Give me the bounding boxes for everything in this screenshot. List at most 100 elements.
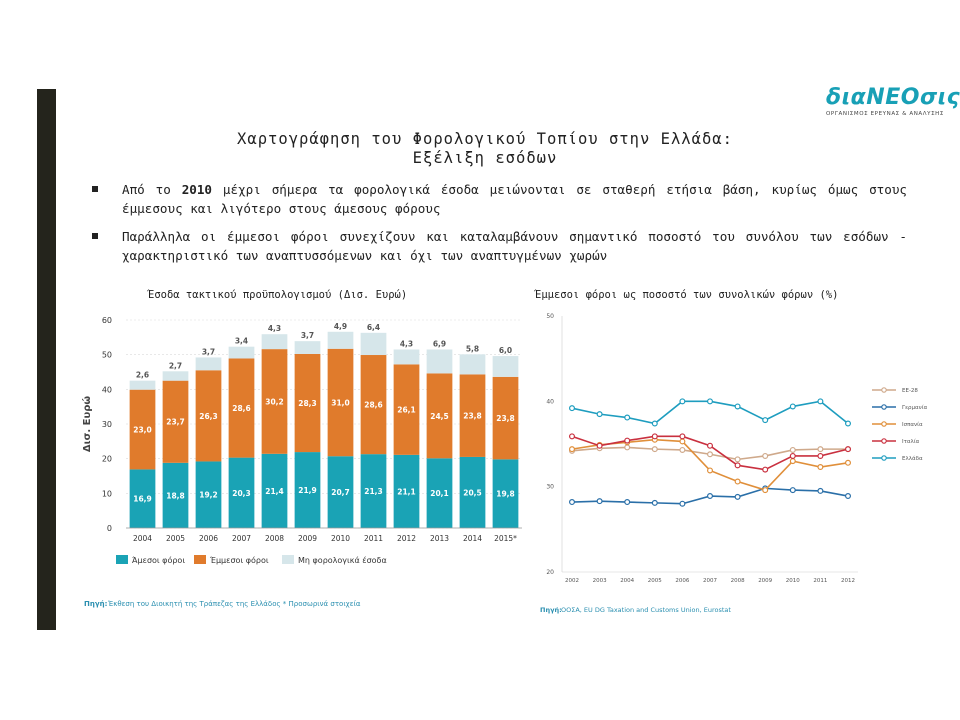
bar-total-label: 4,3 [268, 324, 281, 333]
data-point [817, 446, 824, 453]
bullet-item-1: Από το 2010 μέχρι σήμερα τα φορολογικά έ… [92, 180, 907, 218]
data-point [817, 398, 824, 405]
data-point [707, 451, 714, 458]
slide-title-line-1: Χαρτογράφηση του Φορολογικού Τοπίου στην… [237, 130, 733, 148]
y-tick-label: 20 [546, 569, 554, 576]
bar-segment [162, 380, 189, 463]
bar-value-label: 23,8 [463, 412, 482, 421]
bar-segment [327, 331, 354, 349]
y-tick-label: 20 [102, 455, 112, 464]
series-line [571, 400, 849, 425]
data-point [624, 499, 631, 506]
data-point [707, 493, 714, 500]
data-point [734, 456, 741, 463]
bar-segment [129, 469, 156, 528]
x-tick-label: 2014 [463, 534, 482, 543]
bar-value-label: 28,6 [232, 404, 251, 413]
bar-value-label: 16,9 [133, 495, 152, 504]
bar-segment [393, 364, 420, 455]
x-tick-label: 2006 [675, 578, 689, 584]
bullet-marker [92, 233, 98, 239]
bar-value-label: 21,4 [265, 487, 284, 496]
x-tick-label: 2012 [841, 578, 855, 584]
x-tick-label: 2011 [813, 578, 827, 584]
bar-value-label: 20,1 [430, 489, 449, 498]
bar-segment [129, 380, 156, 390]
data-point [817, 452, 824, 459]
y-tick-label: 0 [107, 524, 112, 533]
data-point [679, 438, 686, 445]
legend-swatch [282, 555, 294, 564]
bar-segment [492, 459, 519, 528]
bar-segment [426, 349, 453, 374]
slide-title-line-2: Εξέλιξη εσόδων [412, 149, 558, 167]
data-point [817, 487, 824, 494]
legend-marker [881, 387, 887, 393]
y-axis-label: Δισ. Ευρώ [81, 396, 93, 452]
dianeosis-logo: διαNEOσις ΟΡΓΑΝΙΣΜΟΣ ΕΡΕΥΝΑΣ & ΑΝΑΛΥΣΗΣ [826, 86, 960, 126]
legend-swatch [194, 555, 206, 564]
line-chart-title: Έμμεσοι φόροι ως ποσοστό των συνολικών φ… [535, 289, 839, 301]
data-point [734, 403, 741, 410]
bar-value-label: 21,9 [298, 486, 317, 495]
bar-value-label: 28,6 [364, 401, 383, 410]
data-point [596, 442, 603, 449]
bar-total-label: 6,4 [367, 323, 380, 332]
legend-label: Ισπανία [902, 421, 923, 428]
data-point [596, 411, 603, 418]
data-point [679, 398, 686, 405]
bar-segment [459, 456, 486, 528]
data-point [651, 433, 658, 440]
bar-segment [360, 355, 387, 455]
bar-total-label: 6,0 [499, 346, 512, 355]
x-tick-label: 2008 [265, 534, 284, 543]
bar-segment [162, 462, 189, 528]
x-tick-label: 2008 [731, 578, 745, 584]
data-point [568, 405, 575, 412]
x-tick-label: 2006 [199, 534, 218, 543]
bar-total-label: 3,4 [235, 337, 248, 346]
bar-segment [426, 458, 453, 528]
bar-segment [459, 374, 486, 457]
data-point [624, 444, 631, 451]
bar-value-label: 26,1 [397, 406, 416, 415]
x-tick-label: 2009 [298, 534, 317, 543]
source-text: Έκθεση του Διοικητή της Τράπεζας της Ελλ… [107, 600, 361, 608]
bar-segment [327, 348, 354, 457]
legend-marker [881, 438, 887, 444]
y-tick-label: 40 [102, 385, 112, 394]
bar-value-label: 26,3 [199, 412, 218, 421]
bar-segment [195, 370, 222, 462]
data-point [762, 466, 769, 473]
bar-total-label: 2,6 [136, 371, 149, 380]
data-point [817, 464, 824, 471]
x-tick-label: 2003 [593, 578, 607, 584]
bar-value-label: 23,0 [133, 426, 152, 435]
slide-title: Χαρτογράφηση του Φορολογικού Τοπίου στην… [120, 130, 850, 168]
data-point [568, 446, 575, 453]
bar-value-label: 18,8 [166, 491, 185, 500]
bar-segment [360, 454, 387, 528]
source-label: Πηγή: [540, 606, 562, 614]
data-point [624, 414, 631, 421]
x-tick-label: 2005 [648, 578, 662, 584]
x-tick-label: 2011 [364, 534, 383, 543]
data-point [734, 478, 741, 485]
x-tick-label: 2007 [703, 578, 717, 584]
legend-marker [881, 455, 887, 461]
legend-label: Μη φορολογικά έσοδα [298, 555, 387, 565]
legend-label: Ιταλία [902, 438, 920, 445]
x-tick-label: 2004 [620, 578, 634, 584]
bullet-1-text-start: Από το [122, 182, 182, 197]
bar-value-label: 31,0 [331, 399, 350, 408]
x-tick-label: 2007 [232, 534, 251, 543]
bar-segment [492, 356, 519, 377]
bar-value-label: 21,1 [397, 487, 416, 496]
bar-total-label: 2,7 [169, 361, 182, 370]
x-tick-label: 2005 [166, 534, 185, 543]
x-tick-label: 2013 [430, 534, 449, 543]
bar-segment [294, 452, 321, 528]
revenue-bar-chart: 0 10 20 30 40 50 60 Δισ. Ευρώ 16,9 23,0 2,6 2004 18,… [81, 316, 522, 608]
bar-value-label: 24,5 [430, 412, 449, 421]
bar-segment [228, 346, 255, 359]
